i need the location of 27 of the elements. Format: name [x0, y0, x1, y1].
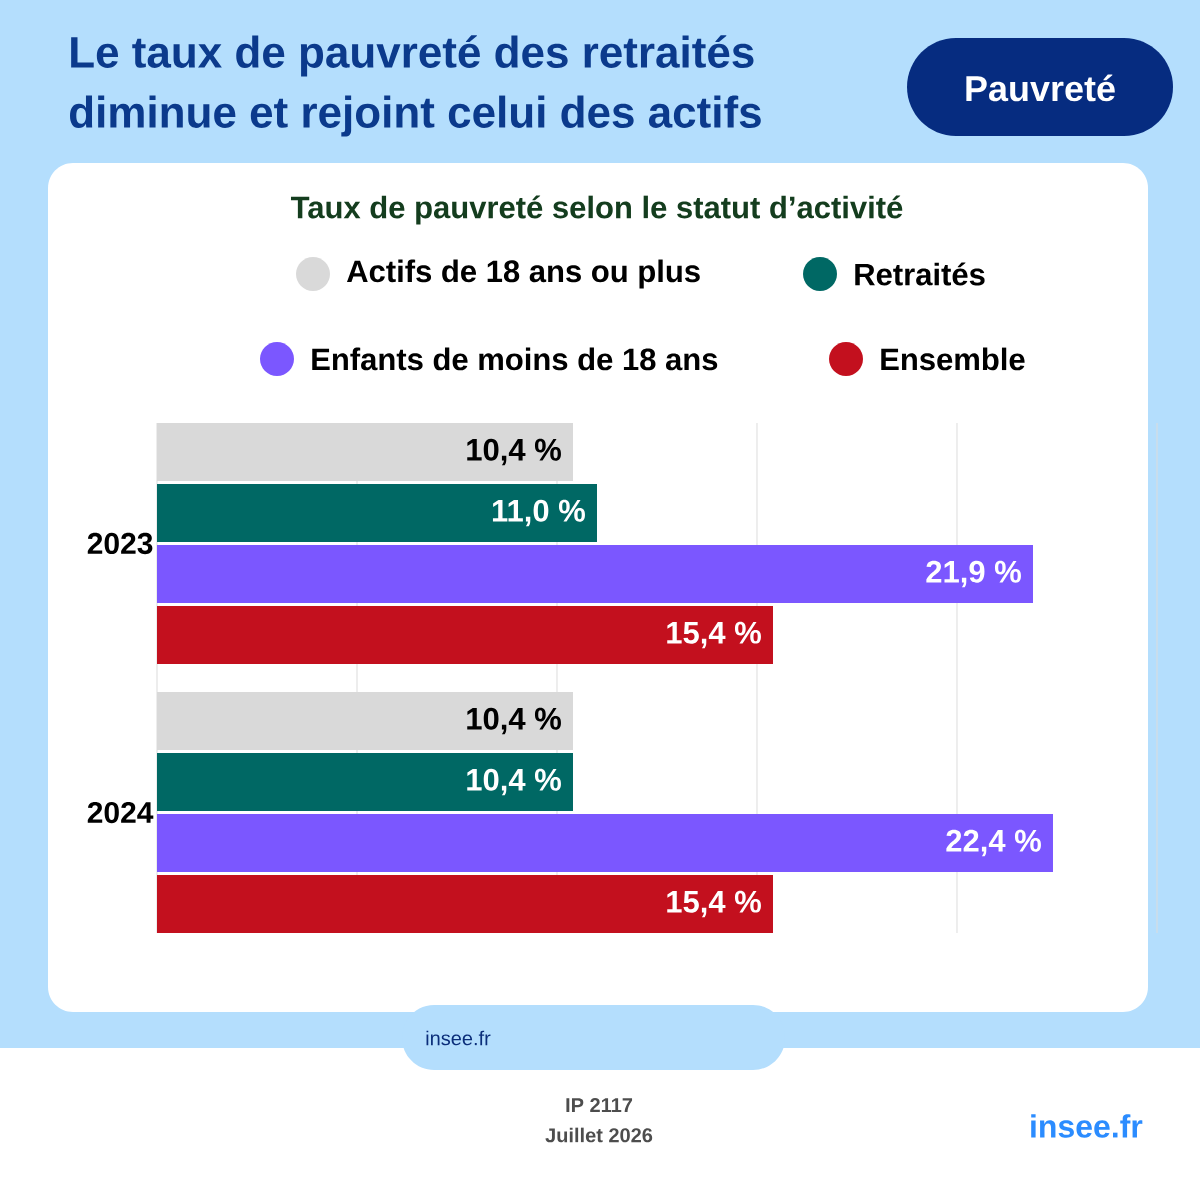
text: Juillet 2026 — [545, 1127, 653, 1143]
bar — [157, 814, 1053, 872]
text: IP 2117 — [566, 1098, 633, 1112]
data-label: 15,4 % — [667, 621, 761, 649]
data-label: 22,4 % — [946, 829, 1041, 857]
y-tick-label: 2023 — [87, 532, 153, 555]
data-label: 10,4 % — [467, 707, 561, 735]
bar — [157, 753, 573, 811]
data-label: 21,9 % — [926, 560, 1021, 588]
chart-subtitle: Taux de pauvreté selon le statut d’activité — [290, 195, 903, 225]
bar — [157, 875, 773, 933]
legend-label: Retraités — [855, 262, 985, 286]
text: insee.fr — [426, 1030, 491, 1046]
bar — [157, 545, 1033, 603]
data-label: 11,0 % — [492, 499, 585, 527]
text: insee.fr — [1031, 1114, 1143, 1138]
legend-label: Enfants de moins de 18 ans — [312, 347, 718, 371]
y-tick-label: 2024 — [87, 801, 154, 824]
legend-label: Actifs de 18 ans ou plus — [346, 259, 700, 289]
text: Pauvreté — [966, 74, 1115, 102]
bar — [157, 606, 773, 664]
legend-label: Ensemble — [881, 347, 1025, 371]
data-label: 10,4 % — [467, 438, 561, 466]
bar — [157, 484, 597, 542]
data-label: 15,4 % — [667, 890, 761, 918]
data-label: 10,4 % — [467, 768, 561, 796]
chart-title: Le taux de pauvreté des retraités diminue et rejoint celui des actifs — [70, 35, 761, 137]
